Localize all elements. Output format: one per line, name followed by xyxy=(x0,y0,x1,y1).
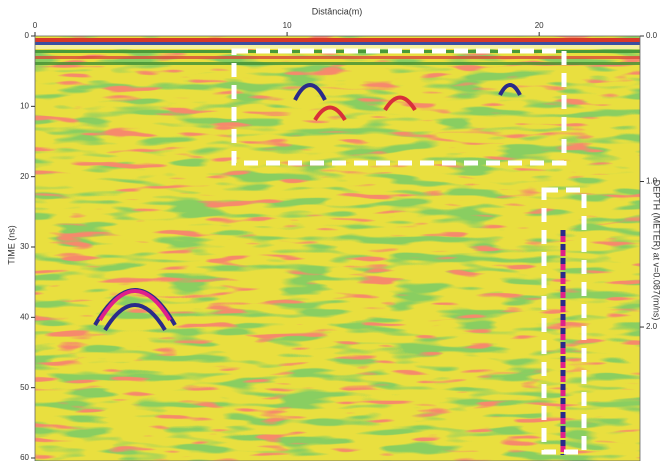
y2-tick-label: 0.0 xyxy=(646,31,658,40)
y-tick-label: 60 xyxy=(20,453,29,461)
y2-tick-label: 2.0 xyxy=(646,322,658,331)
y-tick-label: 50 xyxy=(20,383,29,392)
radargram-image xyxy=(35,36,640,461)
y-tick-label: 10 xyxy=(20,101,29,110)
y-axis-label: TIME (ns) xyxy=(6,225,16,265)
x-tick-label: 0 xyxy=(33,21,38,30)
x-tick-label: 10 xyxy=(283,21,292,30)
y-tick-label: 20 xyxy=(20,172,29,181)
x-tick-label: 20 xyxy=(535,21,544,30)
y-tick-label: 40 xyxy=(20,312,29,321)
y-tick-label: 30 xyxy=(20,242,29,251)
y-tick-label: 0 xyxy=(25,31,30,40)
y2-tick-label: 1.0 xyxy=(646,177,658,186)
y2-axis-label: DEPTH (METER) at v=0.087(m/ns) xyxy=(652,180,662,321)
x-axis-label: Distância(m) xyxy=(312,6,363,16)
highlight-boxes xyxy=(231,48,587,455)
